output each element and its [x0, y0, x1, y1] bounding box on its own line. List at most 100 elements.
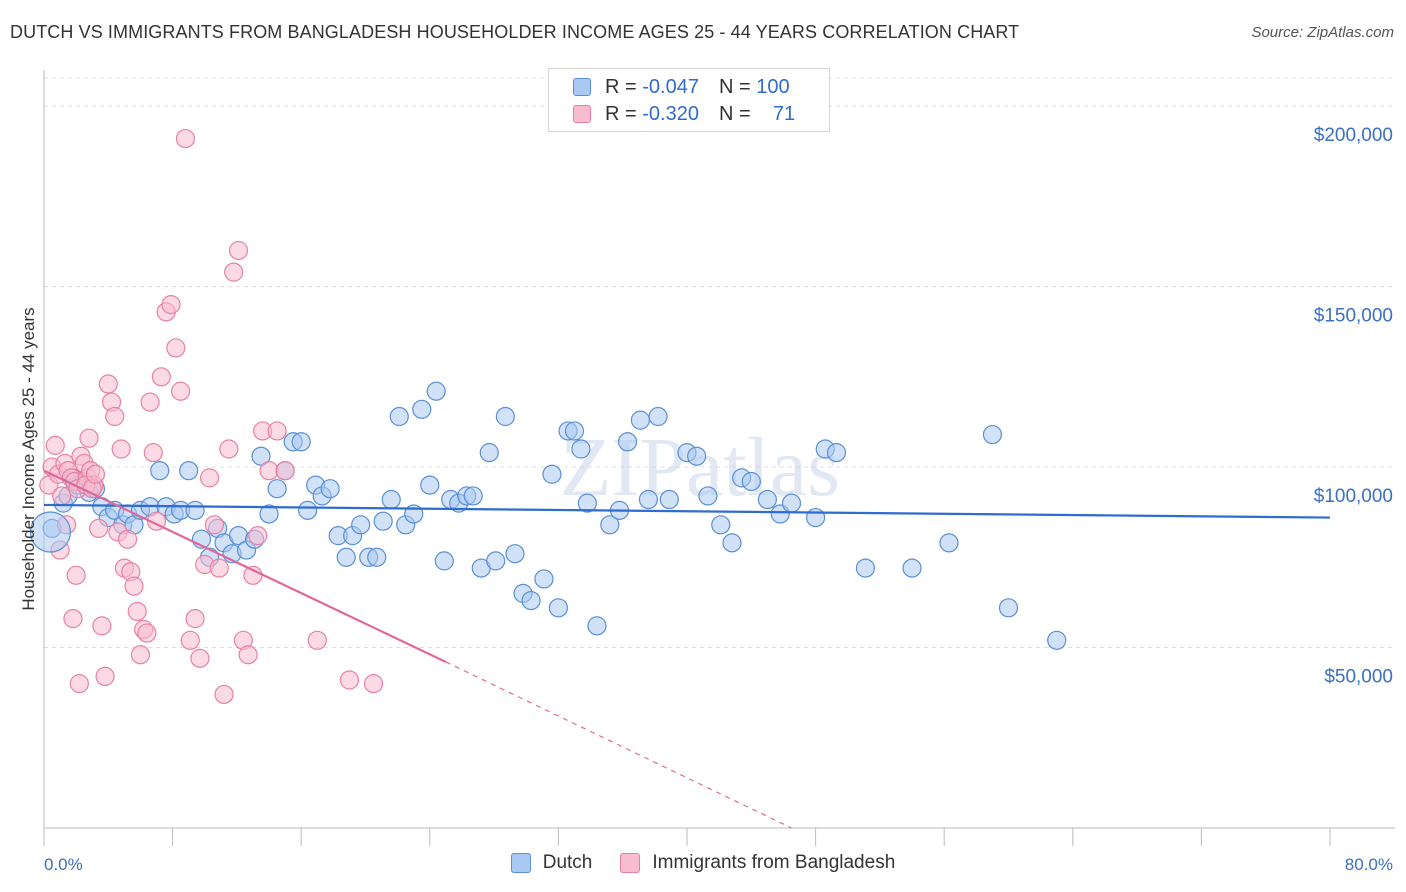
dutch-point — [687, 446, 707, 466]
bangladesh-point — [143, 443, 163, 463]
series-legend: Dutch Immigrants from Bangladesh — [0, 852, 1406, 874]
y-tick-label: $50,000 — [1324, 667, 1393, 688]
series-legend-dutch[interactable]: Dutch — [510, 852, 593, 874]
series-legend-label: Immigrants from Bangladesh — [652, 852, 896, 873]
dutch-point — [150, 461, 170, 481]
y-tick-label: $100,000 — [1314, 486, 1393, 507]
dutch-point — [534, 569, 554, 589]
dutch-point — [373, 511, 393, 531]
dutch-point — [630, 410, 650, 430]
dutch-point — [486, 551, 506, 571]
dutch-point — [648, 406, 668, 427]
series-legend-bangladesh[interactable]: Immigrants from Bangladesh — [620, 852, 895, 874]
dutch-point — [291, 432, 311, 452]
grid-layer — [44, 77, 1395, 649]
dutch-point — [185, 500, 205, 520]
series-swatch-bangladesh — [620, 853, 641, 873]
dutch-point — [381, 489, 401, 510]
x-tick-label: 0.0% — [44, 855, 83, 874]
legend-n-value: 100 — [756, 75, 790, 98]
dutch-point — [564, 421, 585, 441]
dutch-point — [1047, 630, 1067, 650]
dutch-point — [29, 511, 72, 553]
label-layer: $50,000 $100,000 $150,000 $200,000 0.0% 80.0%… — [19, 125, 1393, 874]
bangladesh-point — [204, 515, 224, 535]
dutch-point — [259, 504, 279, 524]
dutch-point — [939, 533, 959, 553]
legend-r-label: R = — [605, 102, 637, 125]
dutch-point — [251, 446, 271, 466]
dutch-point — [577, 493, 597, 513]
y-axis-label: Householder Income Ages 25 - 44 years — [19, 307, 38, 610]
bangladesh-point — [175, 128, 196, 149]
dutch-point — [855, 558, 876, 578]
dutch-point — [982, 424, 1003, 445]
dutch-trend-line — [43, 503, 1331, 519]
bangladesh-point — [98, 374, 118, 394]
bangladesh-point — [92, 616, 112, 636]
dutch-point — [659, 489, 679, 510]
legend-n-label: N = — [718, 102, 751, 125]
bangladesh-point — [275, 461, 295, 481]
series-swatch-dutch — [510, 853, 531, 873]
bangladesh-point — [339, 670, 360, 690]
dutch-point — [495, 406, 515, 427]
legend-n-label: N = — [718, 75, 751, 98]
chart-title: DUTCH VS IMMIGRANTS FROM BANGLADESH HOUS… — [10, 22, 1020, 42]
bangladesh-point — [140, 392, 160, 412]
dutch-point — [542, 464, 562, 484]
bangladesh-point — [69, 674, 89, 694]
dutch-point — [336, 547, 356, 567]
dutch-point — [741, 471, 761, 492]
bangladesh-point — [363, 674, 384, 694]
dutch-point — [179, 461, 199, 481]
bangladesh-point — [161, 295, 181, 315]
bangladesh-point — [137, 623, 157, 643]
source-label: Source: ZipAtlas.com — [1251, 24, 1394, 41]
dutch-point — [826, 443, 847, 463]
bangladesh-point — [228, 240, 249, 261]
bangladesh-point — [151, 367, 171, 387]
bangladesh-point — [63, 609, 83, 629]
dutch-point — [587, 616, 607, 636]
bangladesh-point — [224, 262, 244, 282]
bangladesh-trend-line — [43, 469, 447, 663]
bangladesh-point — [209, 558, 229, 578]
axis-layer — [43, 70, 1395, 846]
dutch-point — [389, 406, 409, 427]
legend-r-value: -0.047 — [642, 75, 699, 98]
bangladesh-point — [166, 338, 186, 358]
dutch-point — [463, 486, 483, 506]
series-legend-label: Dutch — [542, 852, 593, 873]
bangladesh-point — [190, 648, 210, 668]
dutch-point — [412, 399, 432, 419]
x-tick-label: 80.0% — [1345, 855, 1393, 874]
dutch-point — [298, 500, 318, 520]
dutch-point — [698, 486, 718, 506]
dutch-point — [711, 515, 731, 535]
bangladesh-point — [185, 609, 205, 629]
bangladesh-point — [248, 526, 268, 546]
bangladesh-point — [95, 666, 115, 687]
dutch-point — [351, 515, 371, 535]
dutch-point — [420, 475, 440, 495]
dutch-point — [505, 544, 525, 564]
legend: R = -0.047 N = 100 R = -0.320 N = 71 — [548, 68, 830, 132]
dutch-point — [426, 381, 446, 401]
bangladesh-point — [45, 435, 65, 455]
points-layer — [29, 128, 1067, 705]
dutch-point — [902, 558, 922, 578]
bangladesh-point — [89, 518, 109, 539]
legend-swatch-bangladesh — [573, 105, 591, 123]
dutch-point — [805, 507, 826, 528]
bangladesh-point — [171, 381, 191, 401]
legend-r-label: R = — [605, 75, 637, 98]
dutch-point — [600, 515, 620, 535]
dutch-point — [267, 479, 287, 499]
bangladesh-point — [124, 576, 144, 596]
bangladesh-point — [199, 468, 220, 488]
dutch-point — [434, 551, 454, 571]
dutch-point — [479, 443, 499, 463]
dutch-point — [722, 533, 742, 553]
bangladesh-point — [79, 428, 99, 448]
